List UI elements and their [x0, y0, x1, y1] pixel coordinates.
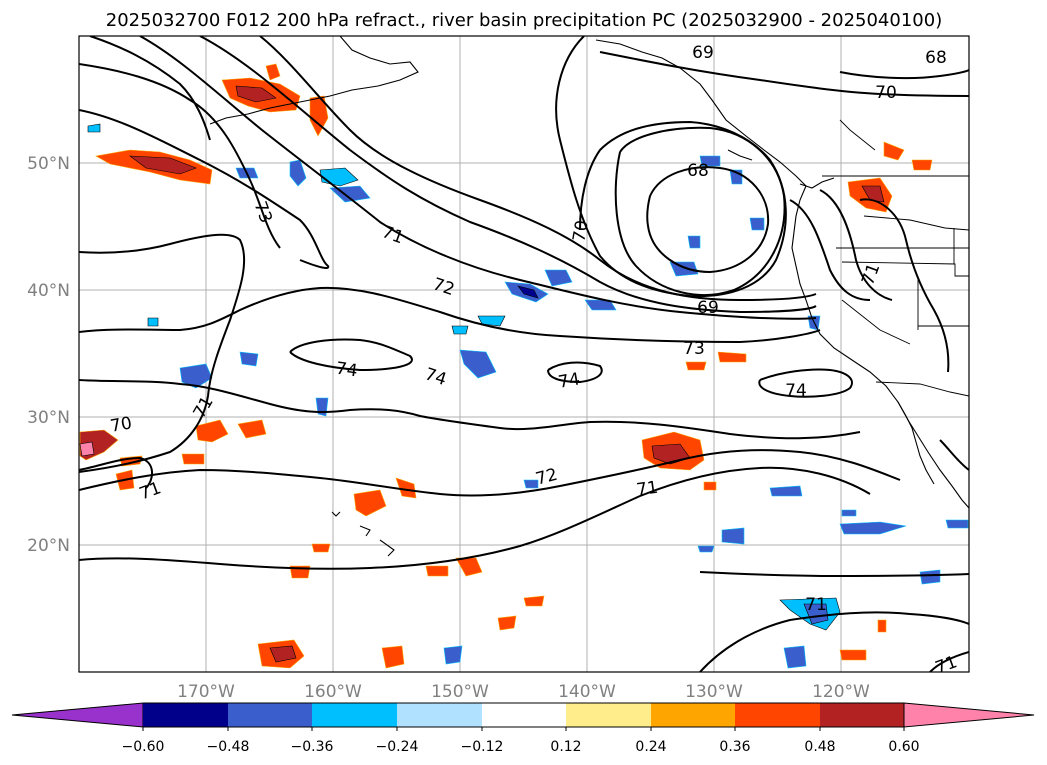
lat-tick-labels: 50°N 40°N 30°N 20°N	[27, 154, 70, 556]
map-frame	[78, 35, 970, 673]
map-title: 2025032700 F012 200 hPa refract., river …	[106, 10, 942, 31]
contour-label: 70	[875, 83, 897, 103]
contour-label: 71	[635, 478, 659, 501]
coastlines	[209, 36, 969, 557]
colorbar-bin	[482, 703, 566, 727]
colorbar-bin	[228, 703, 312, 727]
colorbar-bin	[651, 703, 735, 727]
colorbar-tick-label: 0.24	[635, 739, 666, 755]
lat-tick-label: 20°N	[27, 536, 70, 556]
lon-tick-labels: 170°W 160°W 150°W 140°W 130°W 120°W	[177, 682, 870, 702]
map-panel: 69 68 70 68 73 71 72 70 69 73 74 74 74 7…	[78, 35, 970, 678]
colorbar-tick-label: −0.60	[122, 739, 165, 755]
contour-label: 69	[697, 298, 719, 318]
colorbar-bin	[312, 703, 397, 727]
colorbar-tick-label: 0.36	[719, 739, 750, 755]
contour-label: 68	[687, 161, 709, 181]
colorbar-extend-min	[11, 702, 144, 728]
contour-label: 73	[683, 339, 705, 359]
colorbar-bin	[566, 703, 651, 727]
colorbar-tick-label: 0.48	[804, 739, 835, 755]
lon-tick-label: 160°W	[304, 682, 362, 702]
colorbar-tick-label: −0.12	[461, 739, 504, 755]
contour-label: 70	[109, 413, 134, 436]
contour-label: 68	[925, 48, 947, 68]
borders	[822, 119, 969, 397]
colorbar-tick-label: −0.24	[376, 739, 419, 755]
contour-label: 70	[569, 219, 592, 244]
colorbar-bin	[397, 703, 482, 727]
lon-tick-label: 140°W	[558, 682, 616, 702]
contour-label: 74	[785, 381, 807, 401]
contour-label: 69	[692, 43, 714, 63]
map-background	[79, 36, 969, 672]
lat-tick-label: 50°N	[27, 154, 70, 174]
contour-label: 74	[335, 359, 359, 382]
colorbar: −0.60 −0.48 −0.36 −0.24 −0.12 0.12 0.24 …	[11, 702, 1035, 755]
lon-tick-label: 120°W	[812, 682, 870, 702]
colorbar-tick-label: 0.60	[888, 739, 919, 755]
refractivity-contours	[79, 36, 969, 672]
contour-label: 71	[805, 595, 827, 615]
lon-tick-label: 170°W	[177, 682, 235, 702]
colorbar-tick-label: −0.48	[207, 739, 250, 755]
lat-tick-label: 30°N	[27, 408, 70, 428]
colorbar-bin	[820, 703, 904, 727]
colorbar-bin	[143, 703, 228, 727]
colorbar-tick-label: −0.36	[291, 739, 334, 755]
lat-tick-label: 40°N	[27, 281, 70, 301]
colorbar-tick-label: 0.12	[550, 739, 581, 755]
contour-label: 71	[933, 652, 960, 678]
colorbar-extend-max	[903, 702, 1035, 728]
colorbar-bin	[735, 703, 820, 727]
lon-tick-label: 130°W	[685, 682, 743, 702]
contour-label: 74	[557, 369, 582, 392]
lon-tick-label: 150°W	[431, 682, 489, 702]
